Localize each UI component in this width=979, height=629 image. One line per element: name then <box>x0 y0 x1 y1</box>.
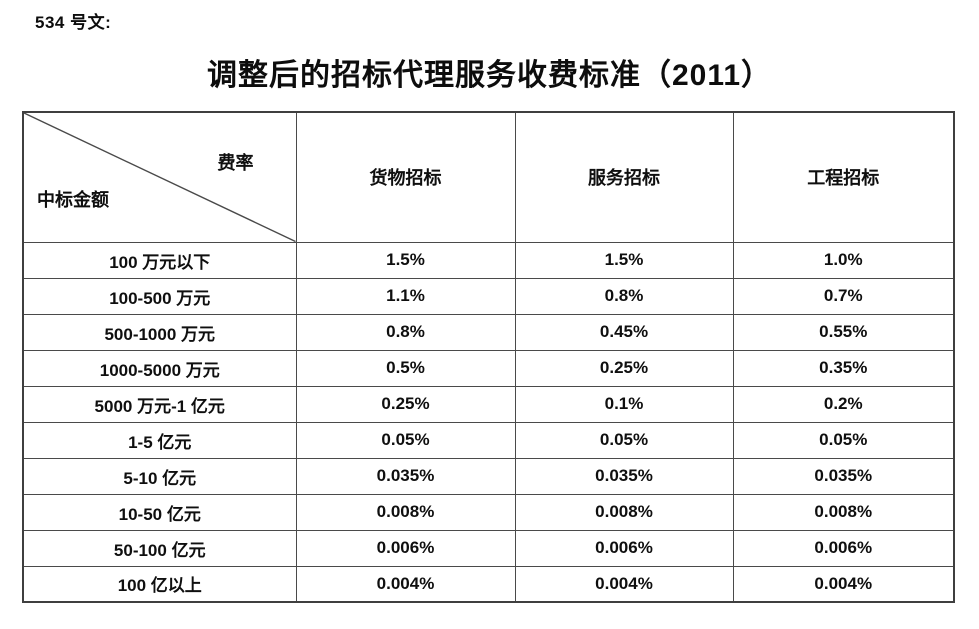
rate-cell: 0.035% <box>514 457 734 495</box>
rate-cell: 0.2% <box>732 385 955 423</box>
row-label: 50-100 亿元 <box>22 529 297 567</box>
rate-cell: 1.5% <box>514 241 734 279</box>
doc-number-label: 534 号文: <box>35 13 112 32</box>
rate-cell: 0.8% <box>295 313 516 351</box>
table-row: 100 亿以上 0.004% 0.004% 0.004% <box>22 565 955 603</box>
rate-cell: 1.1% <box>295 277 516 315</box>
row-label: 500-1000 万元 <box>22 313 297 351</box>
rate-cell: 0.008% <box>514 493 734 531</box>
rate-cell: 0.008% <box>295 493 516 531</box>
page-title: 调整后的招标代理服务收费标准（2011） <box>206 59 773 92</box>
row-label: 5-10 亿元 <box>22 457 297 495</box>
rate-cell: 0.45% <box>514 313 734 351</box>
rate-cell: 0.8% <box>514 277 734 315</box>
rate-cell: 0.5% <box>295 349 516 387</box>
rate-cell: 1.0% <box>732 241 955 279</box>
col-header-goods: 货物招标 <box>295 111 516 243</box>
table-row: 50-100 亿元 0.006% 0.006% 0.006% <box>22 529 955 567</box>
row-label: 1-5 亿元 <box>22 421 297 459</box>
table-row: 5000 万元-1 亿元 0.25% 0.1% 0.2% <box>22 385 955 423</box>
rate-cell: 0.004% <box>514 565 734 603</box>
rate-cell: 0.004% <box>295 565 516 603</box>
rate-cell: 0.35% <box>732 349 955 387</box>
row-label: 100 亿以上 <box>22 565 297 603</box>
rate-cell: 0.05% <box>732 421 955 459</box>
rate-cell: 0.7% <box>732 277 955 315</box>
rate-cell: 0.25% <box>295 385 516 423</box>
row-label: 100-500 万元 <box>22 277 297 315</box>
row-label: 100 万元以下 <box>22 241 297 279</box>
rate-cell: 0.035% <box>732 457 955 495</box>
table-row: 100-500 万元 1.1% 0.8% 0.7% <box>22 277 955 315</box>
col-header-engineering: 工程招标 <box>732 111 955 243</box>
row-label: 1000-5000 万元 <box>22 349 297 387</box>
fee-rate-table: 费率 中标金额 货物招标 服务招标 工程招标 100 万元以下 1.5% 1.5… <box>22 111 955 603</box>
table-row: 1-5 亿元 0.05% 0.05% 0.05% <box>22 421 955 459</box>
rate-cell: 0.006% <box>295 529 516 567</box>
corner-label-rate: 费率 <box>217 153 254 173</box>
table-row: 500-1000 万元 0.8% 0.45% 0.55% <box>22 313 955 351</box>
rate-cell: 0.25% <box>514 349 734 387</box>
table-row: 5-10 亿元 0.035% 0.035% 0.035% <box>22 457 955 495</box>
table-row: 1000-5000 万元 0.5% 0.25% 0.35% <box>22 349 955 387</box>
rate-cell: 0.05% <box>514 421 734 459</box>
corner-header-cell: 费率 中标金额 <box>22 111 297 243</box>
row-label: 5000 万元-1 亿元 <box>22 385 297 423</box>
col-header-services: 服务招标 <box>514 111 734 243</box>
rate-cell: 0.008% <box>732 493 955 531</box>
corner-label-amount: 中标金额 <box>37 189 109 210</box>
rate-cell: 0.05% <box>295 421 516 459</box>
rate-cell: 1.5% <box>295 241 516 279</box>
table-row: 100 万元以下 1.5% 1.5% 1.0% <box>22 241 955 279</box>
rate-cell: 0.006% <box>514 529 734 567</box>
header-row: 费率 中标金额 货物招标 服务招标 工程招标 <box>22 111 955 243</box>
rate-cell: 0.035% <box>295 457 516 495</box>
diagonal-divider-line <box>24 113 296 242</box>
rate-cell: 0.55% <box>732 313 955 351</box>
rate-cell: 0.006% <box>732 529 955 567</box>
rate-cell: 0.004% <box>732 565 955 603</box>
row-label: 10-50 亿元 <box>22 493 297 531</box>
rate-cell: 0.1% <box>514 385 734 423</box>
table-row: 10-50 亿元 0.008% 0.008% 0.008% <box>22 493 955 531</box>
